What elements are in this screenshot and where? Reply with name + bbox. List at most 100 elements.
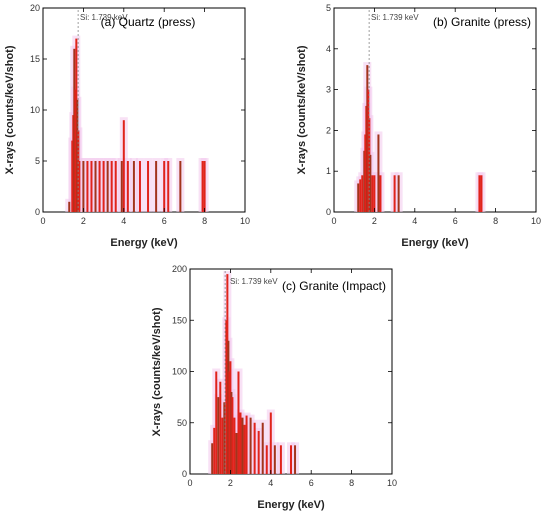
bar [365, 105, 368, 212]
panel-title: (a) Quartz (press) [101, 15, 196, 29]
bar [364, 134, 367, 212]
bar [102, 161, 105, 212]
bar [239, 412, 242, 474]
bar [273, 445, 276, 474]
bar [269, 412, 272, 474]
bar [114, 161, 117, 212]
bar [371, 175, 374, 212]
bar [132, 161, 135, 212]
bar [373, 175, 376, 212]
panel-title: (b) Granite (press) [433, 15, 531, 29]
bar [290, 445, 292, 474]
x-axis-label: Energy (keV) [110, 237, 178, 249]
x-tick-label: 0 [187, 478, 192, 488]
panel-granite-impact: 0 2 4 6 8 10 0 50 100 150 200 Si: 1.739 keV (c) G… [151, 264, 397, 511]
bar [397, 175, 400, 212]
bar [86, 161, 89, 212]
bar [147, 161, 150, 212]
bar [249, 417, 252, 474]
bar [379, 175, 382, 212]
bar [225, 320, 228, 474]
panel-title: (c) Granite (Impact) [282, 279, 386, 293]
bar [98, 161, 101, 212]
y-tick-label: 2 [326, 125, 331, 135]
bar-series [208, 271, 300, 474]
y-tick-label: 5 [326, 3, 331, 13]
bar [120, 161, 123, 212]
y-tick-label: 1 [326, 166, 331, 176]
bar [106, 161, 109, 212]
y-axis-label: X-rays (counts/keV/shot) [151, 307, 163, 436]
panel-quartz-press: 0 2 4 6 8 10 0 5 10 15 20 Si: 1.739 keV (a) Quart… [4, 3, 250, 249]
bar [245, 415, 248, 474]
bar [78, 161, 81, 212]
x-tick-label: 8 [493, 216, 498, 226]
bar [219, 381, 222, 474]
bar-series [354, 62, 486, 213]
si-annotation: Si: 1.739 keV [80, 13, 128, 22]
y-tick-label: 200 [172, 264, 187, 274]
x-tick-label: 2 [228, 478, 233, 488]
x-tick-label: 6 [162, 216, 167, 226]
bar [478, 175, 481, 212]
bar [122, 120, 125, 212]
x-tick-label: 0 [331, 216, 336, 226]
y-tick-label: 0 [35, 207, 40, 217]
y-tick-label: 10 [30, 105, 40, 115]
bar [241, 417, 244, 474]
bar [366, 65, 369, 213]
bar [227, 340, 230, 474]
y-tick-label: 100 [172, 367, 187, 377]
bar [368, 118, 371, 212]
x-tick-label: 6 [309, 478, 314, 488]
bar [155, 161, 158, 212]
x-tick-label: 6 [453, 216, 458, 226]
bar [76, 99, 79, 212]
bar [261, 422, 264, 474]
bar [213, 427, 216, 474]
y-tick-label: 0 [326, 207, 331, 217]
x-tick-label: 10 [531, 216, 541, 226]
y-axis-label: X-rays (counts/keV/shot) [4, 45, 16, 174]
bar [215, 371, 218, 474]
bar [68, 201, 71, 212]
bar [229, 361, 232, 474]
bar [357, 183, 360, 212]
bar [73, 48, 76, 212]
x-axis-label: Energy (keV) [401, 237, 469, 249]
bar [223, 402, 226, 474]
y-tick-label: 4 [326, 44, 331, 54]
bar [294, 445, 297, 474]
bar [480, 175, 483, 212]
bar [226, 274, 229, 474]
bar [231, 397, 234, 474]
bar [221, 417, 224, 474]
bar-series [65, 35, 209, 212]
x-tick-label: 2 [372, 216, 377, 226]
bar [201, 161, 204, 212]
bar [110, 161, 113, 212]
bar [203, 161, 206, 212]
x-tick-label: 10 [387, 478, 397, 488]
bar [74, 89, 77, 212]
bar [230, 392, 233, 474]
y-tick-label: 0 [182, 469, 187, 479]
bar [367, 89, 370, 212]
bar [377, 134, 380, 212]
bar [393, 175, 396, 212]
x-tick-label: 4 [121, 216, 126, 226]
bar [363, 150, 366, 212]
x-axis-ticks: 0 2 4 6 8 10 [331, 8, 541, 226]
bar [265, 445, 268, 474]
bar [71, 140, 74, 212]
bar [237, 371, 240, 474]
bar [138, 161, 141, 212]
y-tick-label: 3 [326, 85, 331, 95]
bar [211, 443, 214, 474]
bar [217, 397, 220, 474]
x-tick-label: 4 [412, 216, 417, 226]
x-tick-label: 8 [349, 478, 354, 488]
y-tick-label: 50 [177, 418, 187, 428]
bar [179, 161, 182, 212]
